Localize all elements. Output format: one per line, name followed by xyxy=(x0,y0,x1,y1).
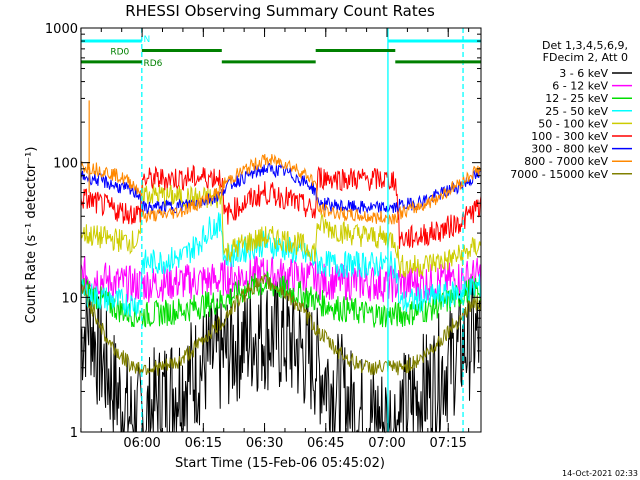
series-layer xyxy=(80,100,482,434)
chart-title: RHESSI Observing Summary Count Rates xyxy=(125,2,435,20)
legend-label: 12 - 25 keV xyxy=(545,92,608,105)
marker-layer: N RD0 RD6 xyxy=(81,28,481,432)
legend-label: 300 - 800 keV xyxy=(531,143,608,156)
legend-label: 25 - 50 keV xyxy=(545,105,608,118)
status-label-rd0: RD0 xyxy=(110,48,129,58)
legend-label: 3 - 6 keV xyxy=(559,67,608,80)
plot-frame xyxy=(80,27,482,433)
series-line-100-300-kev xyxy=(80,164,482,249)
series-line-50-100-kev xyxy=(80,181,482,278)
series-line-300-800-kev xyxy=(80,163,482,215)
legend-label: 6 - 12 keV xyxy=(552,80,608,93)
series-line-12-25-kev xyxy=(80,271,482,328)
x-tick-label: 07:00 xyxy=(368,436,405,451)
y-tick-label: 100 xyxy=(53,157,78,172)
legend: Det 1,3,4,5,6,9,FDecim 2, Att 0 3 - 6 keV… xyxy=(510,39,632,181)
x-tick-label: 07:15 xyxy=(429,436,466,451)
legend-label: 50 - 100 keV xyxy=(538,117,608,130)
series-line-800-7000-kev xyxy=(80,153,481,225)
legend-header-line: FDecim 2, Att 0 xyxy=(543,51,628,64)
series-line-7000-15000-kev xyxy=(80,274,482,376)
legend-header-line: Det 1,3,4,5,6,9, xyxy=(542,39,628,52)
legend-label: 800 - 7000 keV xyxy=(524,155,608,168)
series-line-6-12-kev xyxy=(80,255,482,303)
x-tick-label: 06:00 xyxy=(123,436,160,451)
x-tick-label: 06:30 xyxy=(246,436,283,451)
legend-label: 100 - 300 keV xyxy=(531,130,608,143)
y-tick-label: 10 xyxy=(61,291,78,306)
y-tick-label: 1 xyxy=(70,426,78,441)
x-tick-label: 06:45 xyxy=(307,436,344,451)
status-label-rd6: RD6 xyxy=(143,59,162,69)
x-axis-label: Start Time (15-Feb-06 05:45:02) xyxy=(175,456,385,471)
axes-layer: 1 10 100 1000 06:00 06:15 06:30 06:45 07:00 07:15 xyxy=(45,22,482,451)
y-axis-label: Count Rate (s⁻¹ detector⁻¹) xyxy=(24,147,39,324)
y-tick-label: 1000 xyxy=(45,22,78,37)
series-line-3-6-kev xyxy=(80,278,482,434)
x-tick-label: 06:15 xyxy=(185,436,222,451)
legend-label: 7000 - 15000 keV xyxy=(510,168,608,181)
footer-timestamp: 14-Oct-2021 02:33 xyxy=(562,469,638,478)
status-label-n: N xyxy=(143,35,150,45)
